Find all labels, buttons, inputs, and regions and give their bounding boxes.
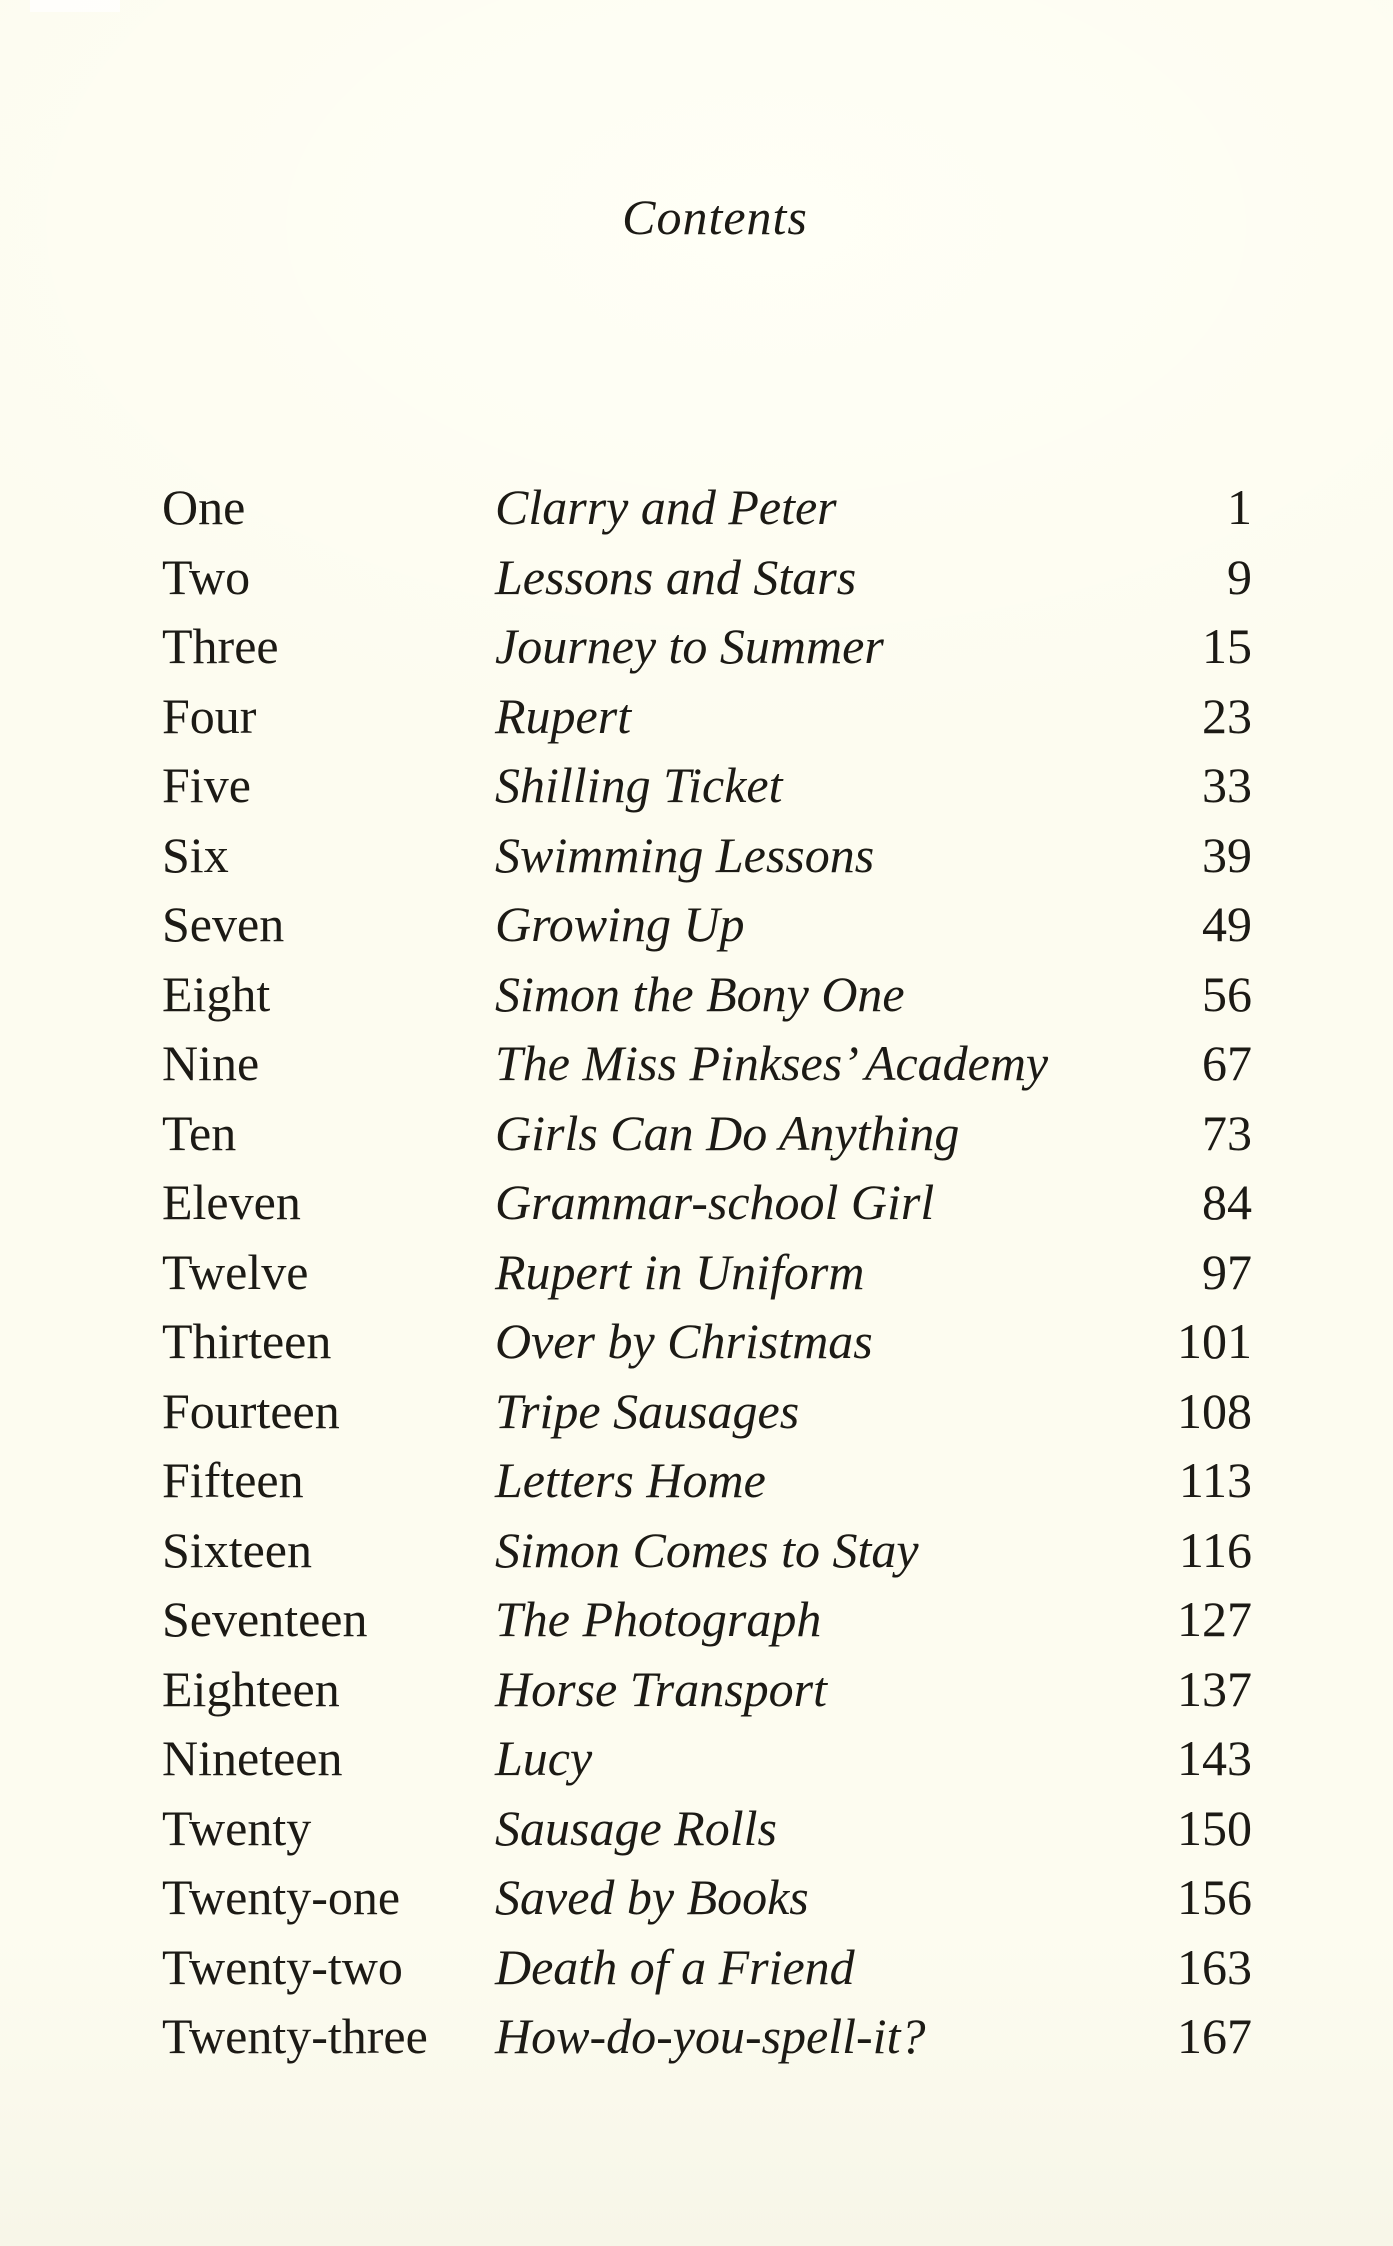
toc-row: Twenty Sausage Rolls 150 xyxy=(162,1794,1252,1864)
toc-row: Twenty-two Death of a Friend 163 xyxy=(162,1933,1252,2003)
toc-chapter-number: Eighteen xyxy=(162,1660,340,1717)
toc-chapter-number: Twenty-two xyxy=(162,1938,403,1995)
toc-chapter-title: Growing Up xyxy=(495,896,745,952)
toc-row: Six Swimming Lessons 39 xyxy=(162,821,1252,891)
toc-row: Nine The Miss Pinkses’ Academy 67 xyxy=(162,1029,1252,1099)
toc-chapter-title: Simon the Bony One xyxy=(495,965,905,1022)
toc-page-number: 97 xyxy=(1202,1243,1252,1300)
toc-chapter-title: The Miss Pinkses’ Academy xyxy=(495,1035,1049,1091)
toc-page-number: 39 xyxy=(1202,826,1252,883)
toc-chapter-title: Rupert in Uniform xyxy=(495,1243,865,1300)
toc-chapter-number: Nine xyxy=(162,1035,260,1091)
toc-page-number: 113 xyxy=(1178,1452,1252,1508)
toc-row: Eight Simon the Bony One 56 xyxy=(162,960,1252,1030)
toc-chapter-title: Lessons and Stars xyxy=(495,548,857,605)
toc-chapter-number: One xyxy=(162,479,246,535)
toc-row: Five Shilling Ticket 33 xyxy=(162,751,1252,821)
toc-chapter-title: Grammar-school Girl xyxy=(495,1174,935,1230)
toc-chapter-number: Seventeen xyxy=(162,1591,368,1647)
toc-row: Fifteen Letters Home 113 xyxy=(162,1446,1252,1516)
toc-chapter-title: Saved by Books xyxy=(495,1869,809,1925)
toc-page-number: 156 xyxy=(1177,1869,1252,1925)
toc-chapter-number: Twenty xyxy=(162,1799,312,1856)
toc-chapter-title: Shilling Ticket xyxy=(495,757,783,813)
toc-row: Seventeen The Photograph 127 xyxy=(162,1585,1252,1655)
toc-row: Seven Growing Up 49 xyxy=(162,890,1252,960)
toc-page-number: 137 xyxy=(1177,1660,1252,1717)
toc-chapter-title: Journey to Summer xyxy=(495,618,884,674)
toc-page-number: 84 xyxy=(1202,1174,1252,1230)
toc-row: Twelve Rupert in Uniform 97 xyxy=(162,1238,1252,1308)
toc-chapter-title: Lucy xyxy=(495,1730,593,1786)
toc-page-number: 67 xyxy=(1202,1035,1252,1091)
toc-page-number: 127 xyxy=(1177,1591,1252,1647)
toc-row: Two Lessons and Stars 9 xyxy=(162,543,1252,613)
toc-page-number: 143 xyxy=(1177,1730,1252,1786)
toc-row: Three Journey to Summer 15 xyxy=(162,612,1252,682)
toc-page-number: 73 xyxy=(1202,1104,1252,1161)
toc-chapter-number: Five xyxy=(162,757,251,813)
toc-row: Nineteen Lucy 143 xyxy=(162,1724,1252,1794)
toc-chapter-number: Seven xyxy=(162,896,285,952)
toc-page-number: 150 xyxy=(1177,1799,1252,1856)
toc-chapter-title: Simon Comes to Stay xyxy=(495,1521,919,1578)
toc-page-number: 23 xyxy=(1202,687,1252,744)
toc-chapter-number: Sixteen xyxy=(162,1521,312,1578)
toc-row: Sixteen Simon Comes to Stay 116 xyxy=(162,1516,1252,1586)
toc-chapter-number: Thirteen xyxy=(162,1313,332,1369)
toc-page-number: 108 xyxy=(1177,1382,1252,1439)
toc-chapter-title: Girls Can Do Anything xyxy=(495,1104,960,1161)
toc-chapter-title: Clarry and Peter xyxy=(495,479,837,535)
toc-chapter-title: Death of a Friend xyxy=(495,1938,855,1995)
toc-chapter-title: Over by Christmas xyxy=(495,1313,873,1369)
toc-chapter-number: Twenty-three xyxy=(162,2008,428,2064)
toc-chapter-title: Tripe Sausages xyxy=(495,1382,800,1439)
toc-chapter-number: Twenty-one xyxy=(162,1869,401,1925)
toc-page-number: 56 xyxy=(1202,965,1252,1022)
toc-page-number: 33 xyxy=(1202,757,1252,813)
toc-row: Thirteen Over by Christmas 101 xyxy=(162,1307,1252,1377)
page-title: Contents xyxy=(622,189,808,245)
toc-chapter-number: Two xyxy=(162,548,251,605)
toc-chapter-number: Eight xyxy=(162,965,271,1022)
toc-row: Fourteen Tripe Sausages 108 xyxy=(162,1377,1252,1447)
toc-page-number: 101 xyxy=(1177,1313,1252,1369)
toc-chapter-title: Letters Home xyxy=(495,1452,766,1508)
toc-chapter-number: Four xyxy=(162,687,257,744)
toc-chapter-title: The Photograph xyxy=(495,1591,822,1647)
toc-row: Eleven Grammar-school Girl 84 xyxy=(162,1168,1252,1238)
toc-page-number: 116 xyxy=(1178,1521,1252,1578)
toc-page-number: 167 xyxy=(1177,2008,1252,2064)
toc-chapter-number: Fourteen xyxy=(162,1382,340,1439)
toc-page-number: 1 xyxy=(1227,479,1252,535)
scan-artifact xyxy=(30,0,120,12)
toc-row: Twenty-one Saved by Books 156 xyxy=(162,1863,1252,1933)
toc-row: One Clarry and Peter 1 xyxy=(162,473,1252,543)
table-of-contents: One Clarry and Peter 1 Two Lessons and S… xyxy=(162,473,1252,2072)
toc-row: Eighteen Horse Transport 137 xyxy=(162,1655,1252,1725)
toc-chapter-title: Swimming Lessons xyxy=(495,826,875,883)
toc-chapter-title: How-do-you-spell-it? xyxy=(495,2008,926,2064)
toc-chapter-number: Three xyxy=(162,618,279,674)
toc-chapter-number: Ten xyxy=(162,1104,237,1161)
toc-page-number: 9 xyxy=(1227,548,1252,605)
toc-chapter-title: Horse Transport xyxy=(495,1660,828,1717)
toc-chapter-title: Sausage Rolls xyxy=(495,1799,777,1856)
toc-row: Four Rupert 23 xyxy=(162,682,1252,752)
toc-page-number: 49 xyxy=(1202,896,1252,952)
toc-chapter-number: Nineteen xyxy=(162,1730,343,1786)
toc-row: Ten Girls Can Do Anything 73 xyxy=(162,1099,1252,1169)
toc-chapter-number: Twelve xyxy=(162,1243,309,1300)
toc-chapter-number: Fifteen xyxy=(162,1452,304,1508)
toc-page-number: 163 xyxy=(1177,1938,1252,1995)
toc-chapter-title: Rupert xyxy=(495,687,632,744)
toc-chapter-number: Six xyxy=(162,826,229,883)
toc-chapter-number: Eleven xyxy=(162,1174,301,1230)
toc-page-number: 15 xyxy=(1202,618,1252,674)
toc-row: Twenty-three How-do-you-spell-it? 167 xyxy=(162,2002,1252,2072)
